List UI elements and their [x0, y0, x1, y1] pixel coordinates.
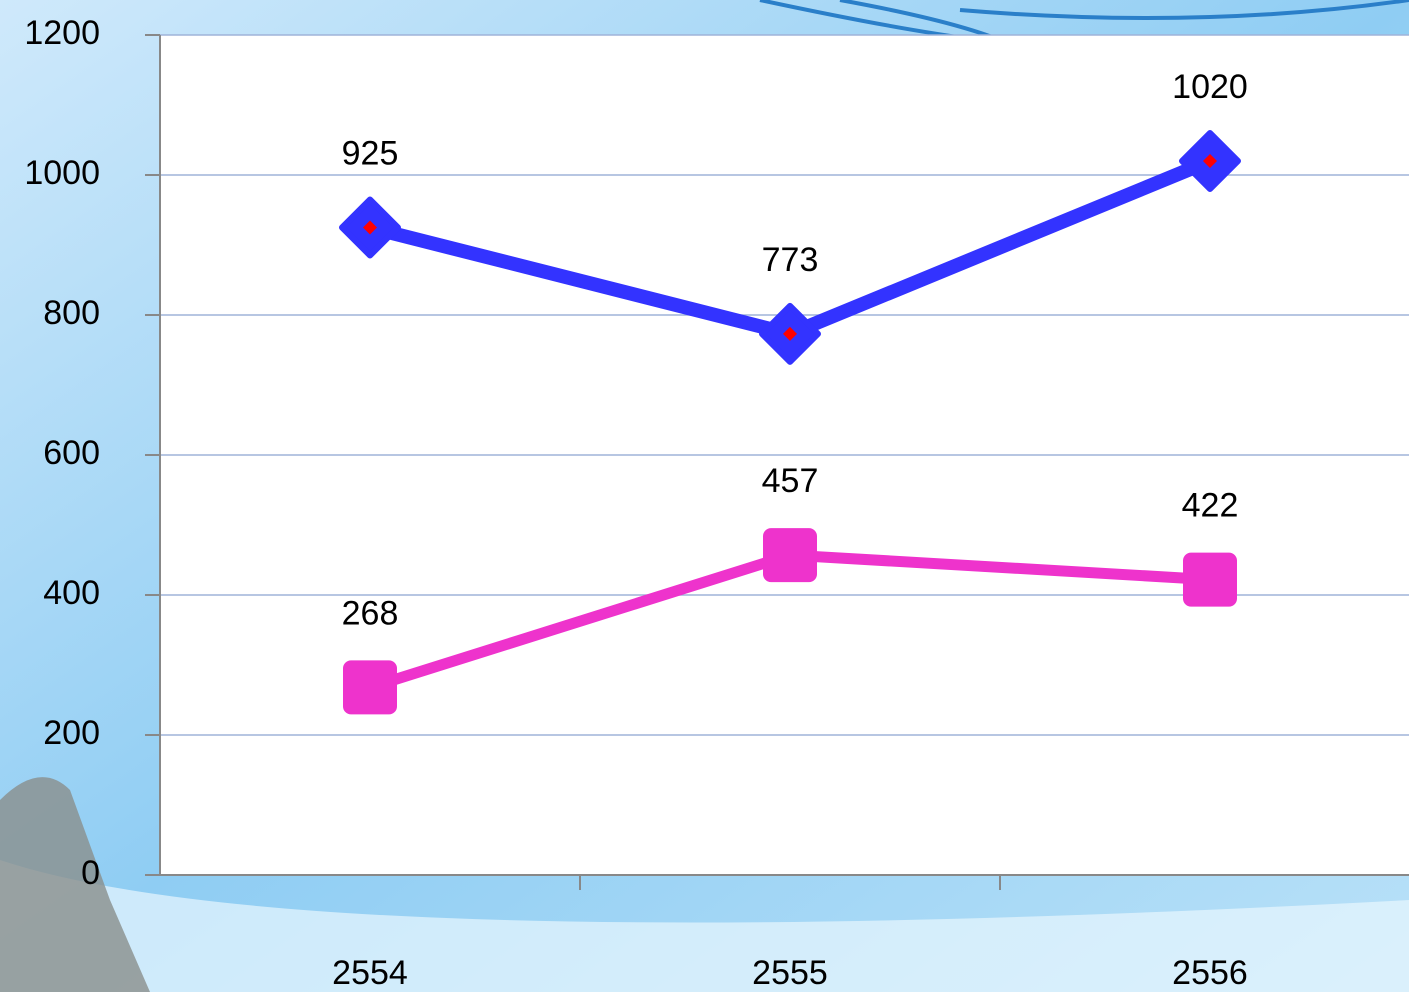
x-tick-label: 2556 [1172, 954, 1248, 992]
marker [343, 660, 397, 715]
data-label: 1020 [1172, 68, 1248, 106]
y-tick-label: 200 [43, 714, 100, 752]
data-label: 422 [1182, 487, 1239, 525]
marker [1183, 552, 1237, 607]
data-label: 268 [342, 594, 399, 632]
data-label: 773 [762, 241, 819, 279]
marker-center [363, 220, 377, 235]
data-label: 457 [762, 462, 819, 500]
marker-center [1203, 154, 1217, 168]
data-label: 925 [342, 134, 399, 172]
y-tick-label: 1000 [24, 154, 100, 192]
x-tick-label: 2555 [752, 954, 828, 992]
marker [763, 528, 817, 583]
y-tick-label: 400 [43, 574, 100, 612]
y-tick-label: 800 [43, 294, 100, 332]
marker-center [783, 326, 797, 341]
decoration-wave [0, 860, 1409, 992]
y-tick-label: 600 [43, 434, 100, 472]
x-tick-label: 2554 [332, 954, 408, 992]
y-tick-label: 0 [81, 854, 100, 892]
decoration-statue [0, 777, 150, 992]
y-tick-label: 1200 [24, 14, 100, 52]
